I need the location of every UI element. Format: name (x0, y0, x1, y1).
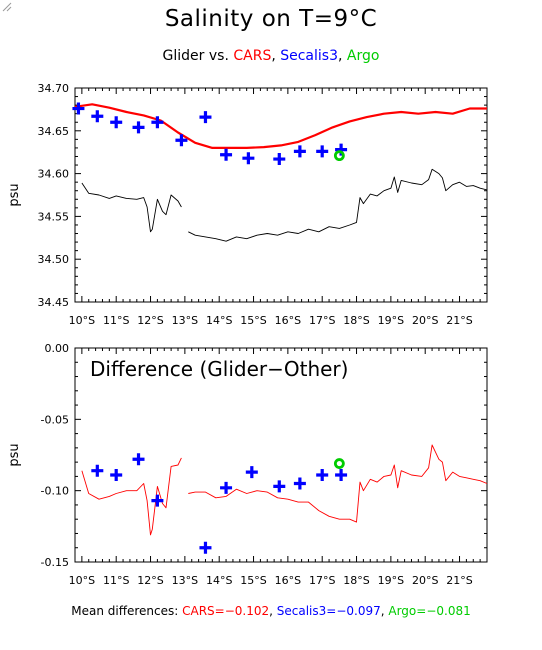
subtitle-cars: CARS (233, 48, 272, 64)
footer-prefix: Mean differences: (71, 604, 183, 618)
cross-marker (91, 110, 104, 123)
cross-marker (199, 541, 212, 554)
cross-marker (72, 102, 85, 115)
cross-marker (316, 145, 329, 158)
cross-marker (273, 480, 286, 493)
y-tick-label: -0.10 (41, 485, 69, 498)
x-tick-label: 15°S (240, 574, 266, 587)
series-cars (74, 103, 487, 149)
footer-sep1: , (269, 604, 277, 618)
resize-grip-icon[interactable] (0, 0, 12, 12)
y-axis-label: psu (7, 443, 22, 466)
footer-argo: Argo=−0.081 (388, 604, 471, 618)
series-glider-secalis3 (91, 453, 348, 554)
cross-marker (151, 494, 164, 507)
x-tick-label: 20°S (412, 314, 438, 327)
x-tick-label: 11°S (103, 314, 129, 327)
y-tick-label: -0.15 (41, 556, 69, 569)
y-tick-label: 34.50 (38, 253, 70, 266)
circle-marker (333, 150, 345, 162)
cross-marker (220, 481, 233, 494)
chart-subtitle: Glider vs. CARS, Secalis3, Argo (0, 48, 542, 64)
cross-marker (293, 477, 306, 490)
subtitle-sep1: , (271, 48, 281, 64)
x-tick-label: 21°S (446, 574, 472, 587)
x-tick-label: 12°S (137, 574, 163, 587)
footer-sep2: , (380, 604, 389, 618)
x-tick-label: 21°S (446, 314, 472, 327)
cross-marker (199, 111, 212, 124)
x-tick-label: 13°S (172, 574, 198, 587)
x-tick-label: 16°S (275, 574, 301, 587)
cross-marker (242, 152, 255, 165)
series-line (81, 168, 488, 242)
cross-marker (110, 468, 123, 481)
y-tick-label: -0.05 (41, 413, 69, 426)
y-tick-label: 34.65 (38, 125, 70, 138)
x-tick-label: 17°S (309, 574, 335, 587)
series-glider-argo (333, 458, 345, 469)
subtitle-sep2: , (338, 48, 347, 64)
x-tick-label: 15°S (240, 314, 266, 327)
x-tick-label: 10°S (69, 314, 95, 327)
cross-marker (273, 153, 286, 166)
x-tick-label: 19°S (378, 314, 404, 327)
x-tick-label: 11°S (103, 574, 129, 587)
x-tick-label: 18°S (343, 314, 369, 327)
cross-marker (316, 468, 329, 481)
series-glider-cars (81, 444, 488, 536)
panel-title: Difference (Glider−Other) (90, 357, 348, 381)
x-tick-label: 17°S (309, 314, 335, 327)
panel-1: 34.45 34.50 34.55 34.60 34.65 34.70 10°S 11°S 12… (7, 82, 488, 327)
footer-cars: CARS=−0.102 (182, 604, 270, 618)
subtitle-argo: Argo (346, 48, 380, 64)
footer-secalis: Secalis3=−0.097 (276, 604, 381, 618)
series-glider (81, 168, 488, 242)
x-tick-label: 10°S (69, 574, 95, 587)
series-line (81, 444, 488, 536)
y-axis-label: psu (7, 183, 22, 206)
series-argo (333, 150, 345, 162)
x-tick-label: 14°S (206, 574, 232, 587)
subtitle-secalis: Secalis3 (280, 48, 338, 64)
circle-marker (333, 458, 345, 469)
mean-differences-footer: Mean differences: CARS=−0.102, Secalis3=… (0, 604, 542, 618)
cross-marker (220, 148, 233, 161)
cross-marker (91, 464, 104, 477)
y-tick-label: 34.70 (38, 82, 70, 95)
y-tick-label: 34.45 (38, 296, 70, 309)
x-tick-label: 13°S (172, 314, 198, 327)
plot-frame (74, 87, 488, 303)
cross-marker (110, 116, 123, 129)
x-tick-label: 12°S (137, 314, 163, 327)
series-secalis3 (72, 102, 348, 166)
x-tick-label: 18°S (343, 574, 369, 587)
cross-marker (335, 468, 348, 481)
x-tick-label: 20°S (412, 574, 438, 587)
series-line (74, 103, 487, 149)
chart-title: Salinity on T=9°C (164, 6, 378, 32)
subtitle-prefix: Glider vs. (162, 48, 234, 64)
cross-marker (132, 453, 145, 466)
x-tick-label: 14°S (206, 314, 232, 327)
cross-marker (245, 466, 258, 479)
panel-2: -0.15 -0.10 -0.05 0.00 10°S 11°S 12°S 13°S 14°S 1… (7, 342, 488, 587)
y-tick-label: 34.55 (38, 210, 70, 223)
cross-marker (335, 143, 348, 156)
x-tick-label: 19°S (378, 574, 404, 587)
cross-marker (151, 116, 164, 129)
y-tick-label: 34.60 (38, 168, 70, 181)
cross-marker (293, 145, 306, 158)
x-tick-label: 16°S (275, 314, 301, 327)
y-tick-label: 0.00 (45, 342, 70, 355)
cross-marker (175, 134, 188, 147)
cross-marker (132, 121, 145, 134)
